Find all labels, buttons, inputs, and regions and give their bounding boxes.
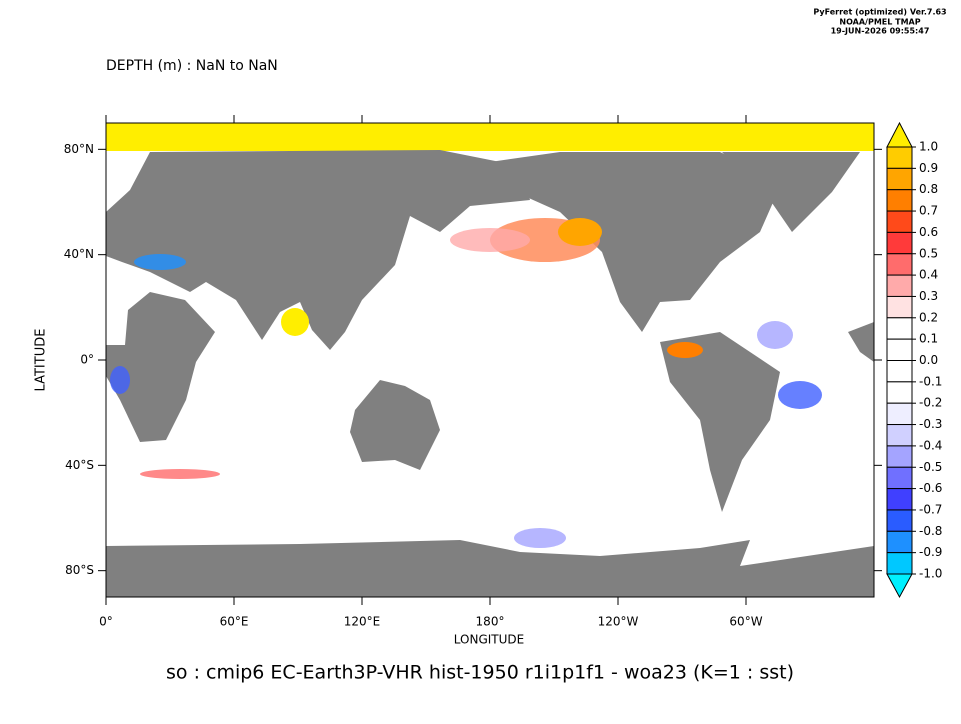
colorbar-label: -0.8 [919,524,942,538]
colorbar-box [886,338,913,361]
colorbar-end-top [886,121,913,148]
colorbar-label: 0.3 [919,289,938,303]
colorbar-label: 0.4 [919,268,938,282]
colorbar-box [886,231,913,255]
colorbar-box [886,488,913,511]
colorbar-box [886,167,913,191]
colorbar-label: 0.7 [919,204,938,218]
y-tick-label: 40°S [65,458,94,472]
colorbar-box [886,466,913,490]
colorbar-label: 0.8 [919,182,938,196]
colorbar-box [886,274,913,297]
x-tick-label: 180° [476,615,505,629]
map [105,122,875,598]
subtitle: DEPTH (m) : NaN to NaN [106,58,278,74]
y-tick-label: 0° [80,353,94,367]
colorbar-label: 0.6 [919,225,938,239]
x-tick-label: 120°W [598,615,639,629]
colorbar-label: -0.6 [919,481,942,495]
colorbar-label: 0.2 [919,310,938,324]
y-tick-label: 80°N [64,142,94,156]
colorbar-box [886,509,913,532]
x-tick-label: 120°E [344,615,381,629]
colorbar-label: -0.5 [919,460,942,474]
x-tick-label: 60°E [220,615,249,629]
y-tick-label: 40°N [64,247,94,261]
colorbar-label: -0.3 [919,417,942,431]
colorbar-label: 0.5 [919,246,938,260]
colorbar-label: -0.1 [919,374,942,388]
colorbar-label: 0.0 [919,353,938,367]
colorbar-box [886,189,913,212]
x-tick-label: 0° [99,615,113,629]
header-program: PyFerret (optimized) Ver.7.63 [813,8,946,17]
colorbar-label: 0.9 [919,161,938,175]
colorbar-label: 0.1 [919,332,938,346]
colorbar-box [886,381,913,404]
colorbar-box [886,402,913,426]
x-axis-label: LONGITUDE [454,633,524,647]
colorbar-label: -0.7 [919,502,942,516]
colorbar-label: -0.2 [919,396,942,410]
colorbar-box [886,253,913,276]
colorbar-end-bottom [886,573,913,599]
colorbar-box [886,295,913,319]
colorbar-box [886,552,913,575]
colorbar-label: -1.0 [919,567,942,581]
header-org: NOAA/PMEL TMAP [839,18,920,27]
colorbar-label: 1.0 [919,140,938,154]
colorbar-box [886,360,913,383]
colorbar-box [886,210,913,233]
y-tick-label: 80°S [65,563,94,577]
y-axis-label: LATITUDE [34,329,49,392]
colorbar-label: -0.9 [919,545,942,559]
header-timestamp: 19-JUN-2026 09:55:47 [831,27,930,36]
colorbar-box [886,317,913,340]
colorbar-label: -0.4 [919,438,942,452]
colorbar-box [886,530,913,554]
colorbar-box [886,146,913,169]
colorbar-box [886,424,913,447]
chart-title: so : cmip6 EC-Earth3P-VHR hist-1950 r1i1… [166,662,794,684]
x-tick-label: 60°W [729,615,762,629]
colorbar-box [886,445,913,468]
